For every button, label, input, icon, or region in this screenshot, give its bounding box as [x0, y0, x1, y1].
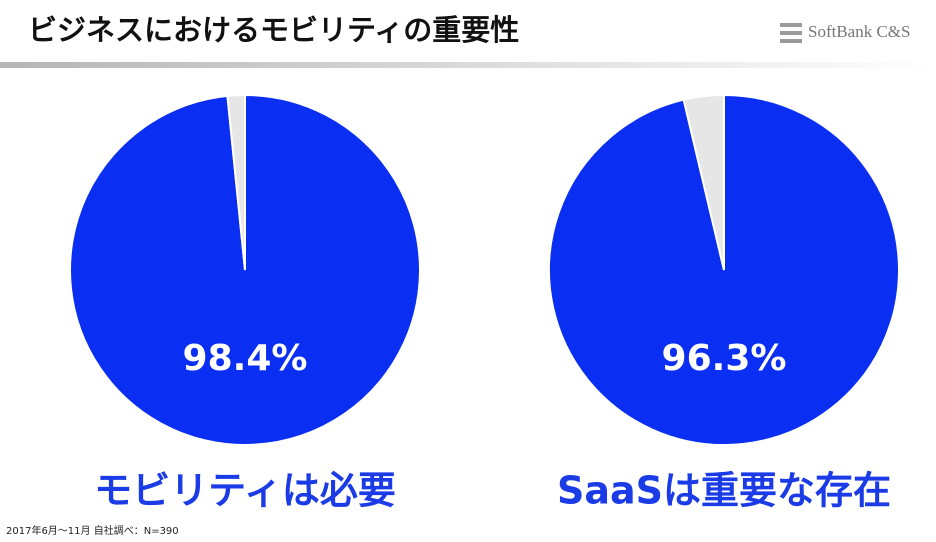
logo-icon [780, 23, 802, 43]
slide-title: ビジネスにおけるモビリティの重要性 [28, 13, 519, 47]
value-label: 96.3% [662, 338, 787, 379]
pie-slice [682, 93, 725, 271]
logo-text: SoftBank C&S [808, 22, 911, 41]
pie-slice [226, 93, 246, 271]
value-label: 98.4% [183, 338, 308, 379]
header-bar [0, 62, 936, 68]
chart-caption: モビリティは必要 [94, 469, 396, 513]
footnote: 2017年6月～11月 自社調べ：N=390 [6, 524, 179, 537]
chart-caption: SaaSは重要な存在 [557, 469, 891, 513]
